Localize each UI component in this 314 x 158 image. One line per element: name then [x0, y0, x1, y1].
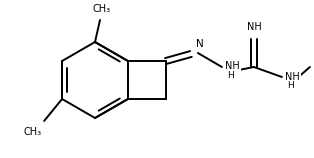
Text: H: H — [227, 70, 234, 79]
Text: NH: NH — [285, 72, 300, 82]
Text: NH: NH — [246, 22, 261, 32]
Text: N: N — [196, 39, 204, 49]
Text: H: H — [287, 82, 294, 91]
Text: CH₃: CH₃ — [93, 4, 111, 14]
Text: NH: NH — [225, 61, 240, 71]
Text: CH₃: CH₃ — [24, 127, 42, 137]
